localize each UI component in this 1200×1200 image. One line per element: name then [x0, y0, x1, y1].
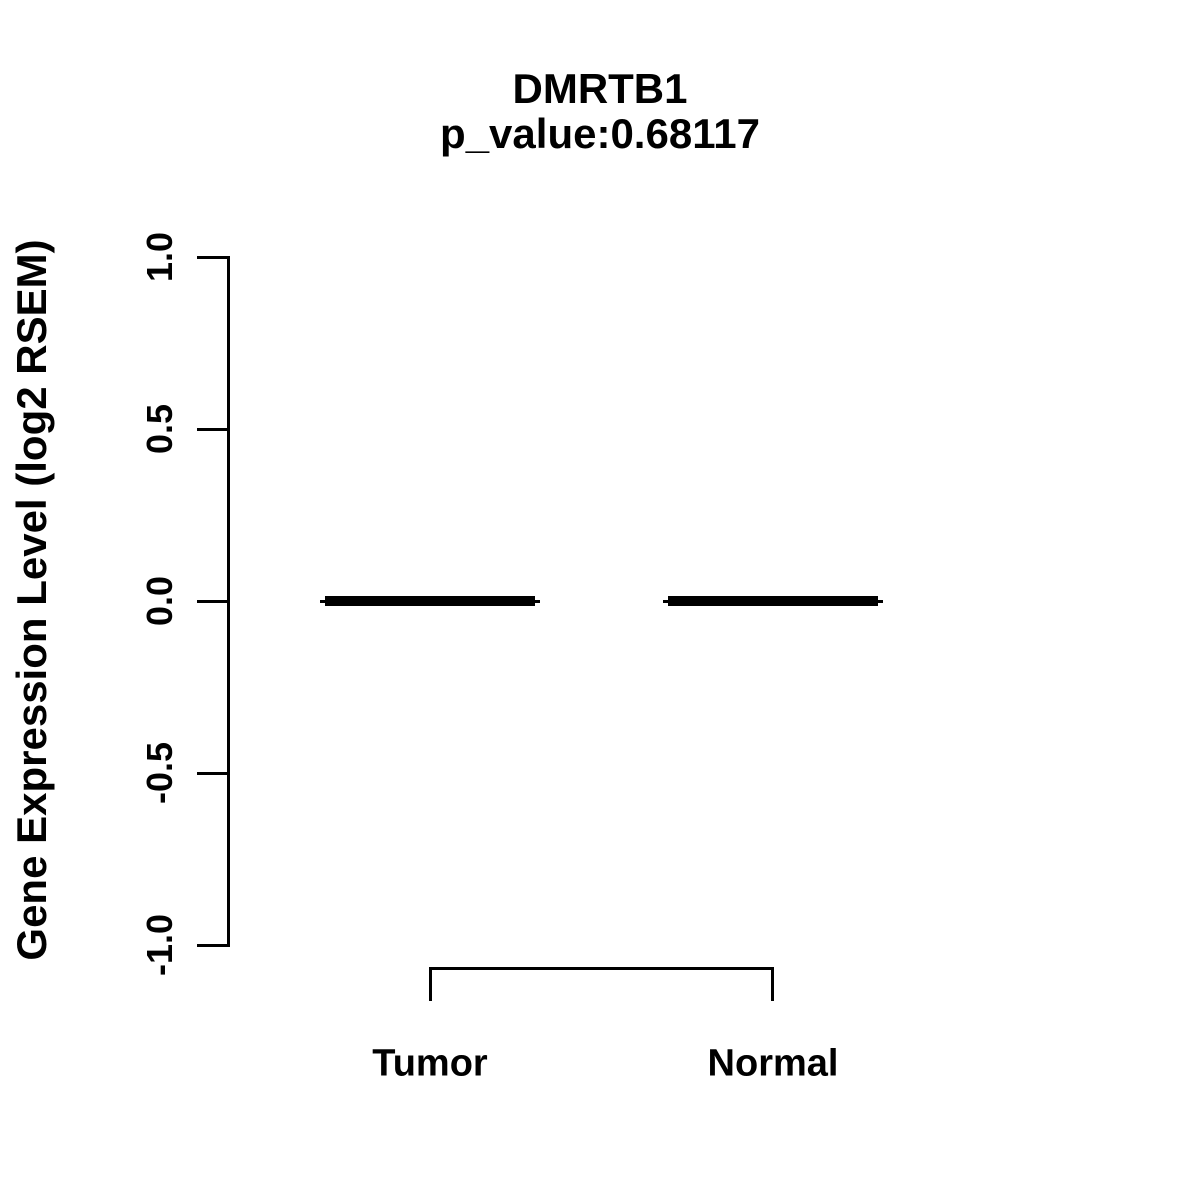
x-category-label: Normal	[707, 1042, 839, 1085]
comparison-bracket-tick-right	[771, 967, 774, 1001]
y-axis-title: Gene Expression Level (log2 RSEM)	[8, 239, 55, 961]
y-tick	[197, 600, 227, 603]
y-tick	[197, 256, 227, 259]
y-tick-label: -1.0	[139, 913, 180, 977]
y-tick-label: -0.5	[139, 741, 180, 805]
y-tick	[197, 428, 227, 431]
y-tick-label: 1.0	[139, 231, 180, 283]
chart-title: DMRTB1	[512, 65, 688, 112]
chart-subtitle: p_value:0.68117	[440, 110, 760, 157]
median-line	[668, 596, 878, 606]
median-line	[325, 596, 535, 606]
chart-title-block: DMRTB1 p_value:0.68117	[0, 66, 1200, 156]
y-tick-label: 0.0	[139, 575, 180, 627]
comparison-bracket-line	[429, 967, 774, 970]
comparison-bracket-tick-left	[429, 967, 432, 1001]
y-tick-label: 0.5	[139, 403, 180, 455]
y-tick	[197, 772, 227, 775]
x-category-label: Tumor	[372, 1042, 488, 1085]
y-tick	[197, 944, 227, 947]
y-axis-line	[227, 256, 230, 947]
